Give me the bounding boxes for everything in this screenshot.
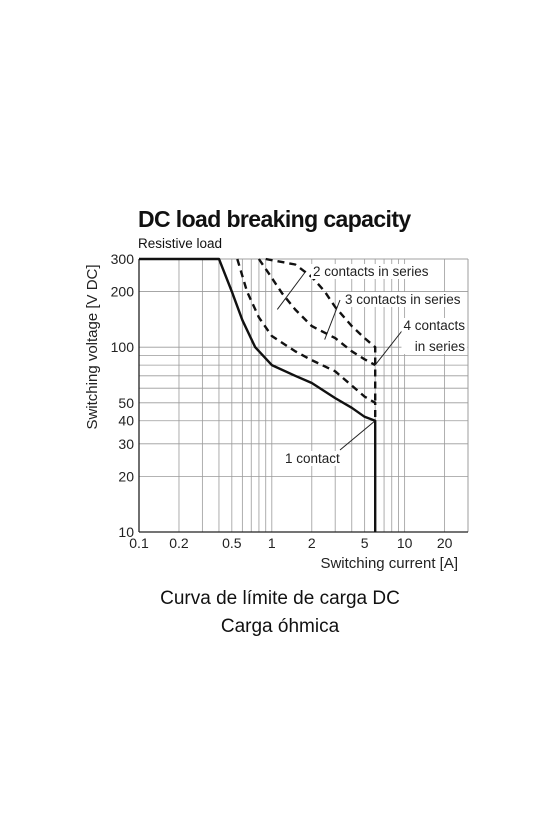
y-tick-label: 30 <box>118 436 134 452</box>
series-line-4-contacts-in-series <box>265 257 377 403</box>
chart-subtitle: Resistive load <box>138 236 223 251</box>
y-tick-label: 40 <box>118 413 134 429</box>
x-tick-label: 0.5 <box>222 535 242 551</box>
annotation-bg <box>283 451 343 466</box>
y-tick-label: 300 <box>111 251 135 267</box>
series-line-3-contacts-in-series <box>257 258 376 367</box>
series-line-1-contact <box>139 257 377 532</box>
y-tick-label: 20 <box>118 468 134 484</box>
x-tick-label: 2 <box>308 535 316 551</box>
caption-line-2: Carga óhmica <box>220 616 340 637</box>
series-line-2-contacts-in-series <box>236 258 377 421</box>
x-tick-label: 0.2 <box>169 535 189 551</box>
y-tick-labels: 10 20 30 40 50 100 200 300 <box>111 251 135 540</box>
annotation-1-contact: 1 contact <box>285 451 340 466</box>
annotation-bg <box>311 264 431 279</box>
x-tick-label: 20 <box>437 535 453 551</box>
annotation-pointer <box>374 326 406 366</box>
y-tick-label: 10 <box>118 524 134 540</box>
annotation-2-contacts: 2 contacts in series <box>313 264 429 279</box>
annotation-bg <box>343 292 463 307</box>
x-tick-labels: 0.1 0.2 0.5 1 2 5 10 20 <box>129 535 452 551</box>
chart-title: DC load breaking capacity <box>138 206 411 232</box>
x-axis-title: Switching current [A] <box>320 555 458 572</box>
annotation-4-contacts-line2: in series <box>415 339 466 354</box>
x-tick-label: 5 <box>361 535 369 551</box>
annotation-pointer <box>339 420 376 451</box>
annotation-4-contacts-line1: 4 contacts <box>403 318 465 333</box>
caption-line-1: Curva de límite de carga DC <box>160 588 400 609</box>
series-lines <box>139 257 377 532</box>
y-tick-label: 50 <box>118 395 134 411</box>
annotation-pointer <box>276 270 307 310</box>
x-tick-label: 10 <box>397 535 413 551</box>
y-tick-label: 100 <box>111 339 135 355</box>
annotations: 2 contacts in series 3 contacts in serie… <box>283 264 468 466</box>
axes <box>138 259 468 533</box>
y-axis-title: Switching voltage [V DC] <box>84 264 101 429</box>
x-tick-label: 0.1 <box>129 535 149 551</box>
annotation-bg <box>401 318 468 354</box>
y-tick-label: 200 <box>111 284 135 300</box>
annotation-3-contacts: 3 contacts in series <box>345 292 461 307</box>
x-tick-label: 1 <box>268 535 276 551</box>
